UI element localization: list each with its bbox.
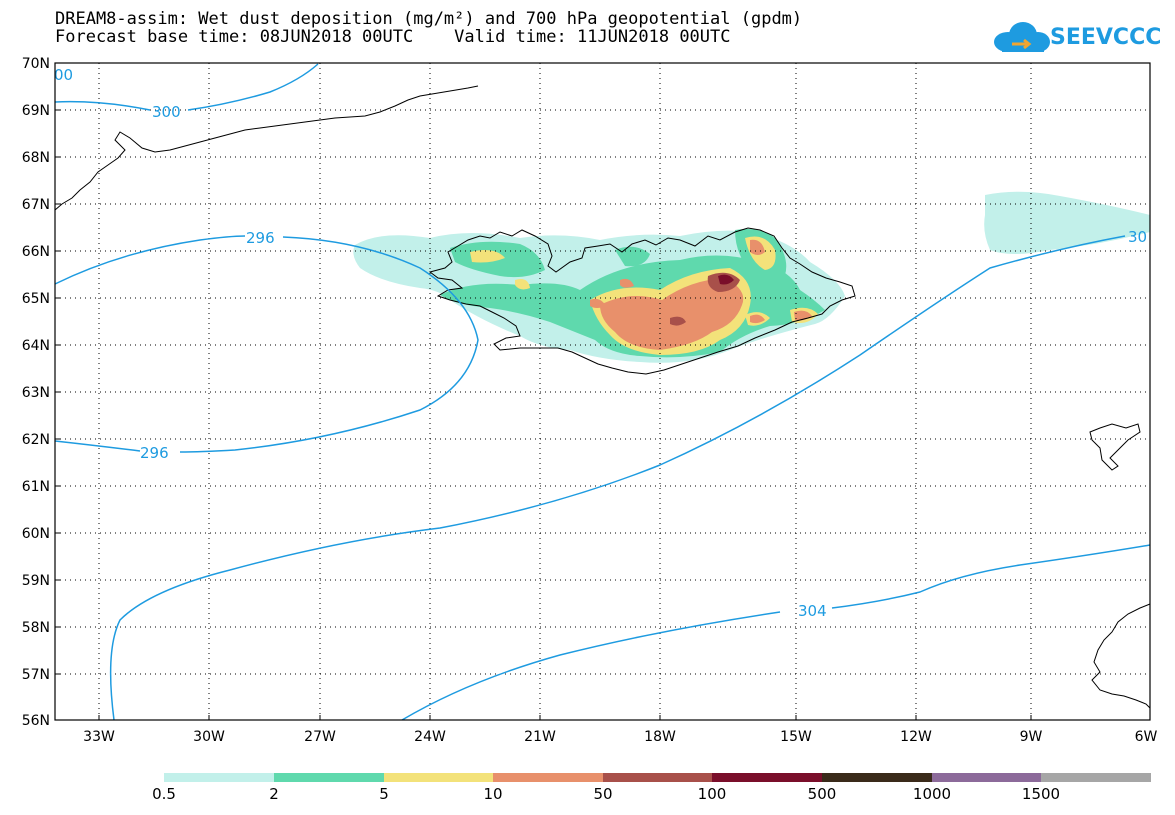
- contour-label-296-lower: 296: [140, 444, 169, 462]
- contour-304: [401, 544, 1151, 721]
- dust-area-100: [718, 274, 734, 285]
- legend-label: 1500: [1021, 785, 1061, 803]
- legend-swatch: [822, 773, 932, 782]
- lat-label: 67N: [22, 197, 50, 213]
- lat-label: 68N: [22, 150, 50, 166]
- lat-label: 58N: [22, 620, 50, 636]
- contour-label-00: 00: [54, 66, 73, 84]
- lat-label: 65N: [22, 291, 50, 307]
- dust-area-light-east: [984, 191, 1150, 254]
- legend-label: 1000: [912, 785, 952, 803]
- lat-label: 70N: [22, 56, 50, 72]
- lon-label: 27W: [304, 729, 336, 745]
- lon-label: 6W: [1135, 729, 1158, 745]
- legend-swatch: [493, 773, 603, 782]
- tick-marks: [55, 62, 1032, 720]
- graticule: [55, 63, 1150, 720]
- cloud-icon: [994, 22, 1050, 52]
- coastlines: [54, 85, 1151, 709]
- legend-swatch: [164, 773, 274, 782]
- lat-label: 61N: [22, 479, 50, 495]
- legend-label: 10: [483, 785, 503, 803]
- lat-label: 56N: [22, 713, 50, 729]
- dust-area-5: [470, 236, 818, 355]
- lat-label: 57N: [22, 667, 50, 683]
- contour-300: [54, 63, 319, 111]
- legend-swatch: [712, 773, 822, 782]
- lat-label: 60N: [22, 526, 50, 542]
- lat-label: 59N: [22, 573, 50, 589]
- latitude-labels: 70N 69N 68N 67N 66N 65N 64N 63N 62N 61N …: [22, 56, 50, 729]
- lat-label: 63N: [22, 385, 50, 401]
- lat-label: 62N: [22, 432, 50, 448]
- dust-deposition-field: [353, 191, 1150, 363]
- lat-label: 64N: [22, 338, 50, 354]
- contour-label-296-upper: 296: [246, 229, 275, 247]
- lon-label: 24W: [414, 729, 446, 745]
- map-title-line-1: DREAM8-assim: Wet dust deposition (mg/m²…: [55, 9, 803, 29]
- contour-label-304: 304: [798, 602, 827, 620]
- lon-label: 30W: [193, 729, 225, 745]
- contour-labels: 300 296 296 304 30 00: [54, 66, 1147, 620]
- legend-swatch: [1041, 773, 1151, 782]
- lat-label: 69N: [22, 103, 50, 119]
- legend-swatch: [932, 773, 1041, 782]
- legend-label: 0.5: [152, 785, 176, 803]
- longitude-labels: 33W 30W 27W 24W 21W 18W 15W 12W 9W 6W: [83, 729, 1157, 745]
- contour-300-south: [109, 235, 1126, 721]
- legend-label: 50: [593, 785, 613, 803]
- legend-swatch: [274, 773, 384, 782]
- iceland-coastline: [428, 227, 856, 375]
- legend-swatch: [603, 773, 712, 782]
- map-title-line-2: Forecast base time: 08JUN2018 00UTC Vali…: [55, 27, 731, 47]
- lon-label: 18W: [644, 729, 676, 745]
- lon-label: 12W: [900, 729, 932, 745]
- legend-label: 500: [807, 785, 837, 803]
- dust-area-50: [670, 272, 740, 326]
- geopotential-contours: [54, 63, 1151, 721]
- contour-label-30: 30: [1128, 228, 1147, 246]
- lat-label: 66N: [22, 244, 50, 260]
- lon-label: 33W: [83, 729, 115, 745]
- legend-swatch: [384, 773, 493, 782]
- dust-area-10: [590, 239, 812, 350]
- scotland-coastline: [1091, 603, 1151, 709]
- lon-label: 9W: [1020, 729, 1043, 745]
- faroe-islands: [1089, 423, 1141, 471]
- logo-text: SEEVCCC: [1050, 25, 1162, 50]
- legend-label: 5: [379, 785, 389, 803]
- legend-label: 2: [269, 785, 279, 803]
- legend-label: 100: [697, 785, 727, 803]
- seevccc-logo: [994, 22, 1050, 52]
- contour-label-300: 300: [152, 103, 181, 121]
- lon-label: 15W: [780, 729, 812, 745]
- greenland-coastline: [54, 85, 479, 211]
- contour-296-closed: [54, 235, 479, 453]
- lon-label: 21W: [524, 729, 556, 745]
